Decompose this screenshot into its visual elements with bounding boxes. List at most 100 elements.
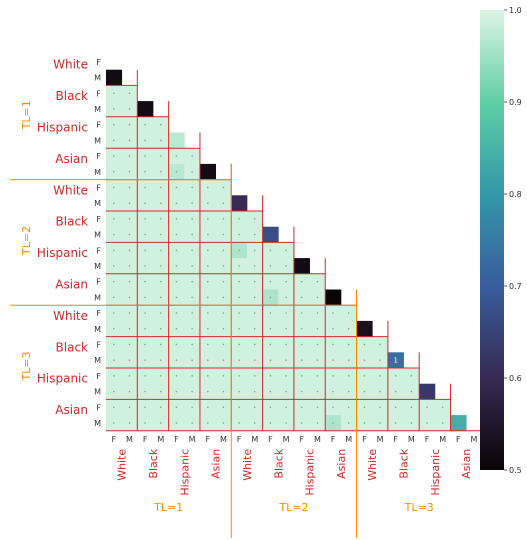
cell-dot <box>113 155 115 157</box>
cell-dot <box>332 422 334 424</box>
cell-dot <box>113 249 115 252</box>
cell-dot <box>191 202 193 204</box>
cell-dot <box>144 343 146 346</box>
cell-dot <box>128 359 131 361</box>
cell-dot <box>175 422 178 424</box>
x-race-label: Asian <box>335 449 348 479</box>
y-race-label: Hispanic <box>37 121 88 135</box>
y-sex-label: F <box>96 403 101 412</box>
cell-dot <box>206 218 209 220</box>
heatmap-cell <box>419 383 436 400</box>
cell-dot <box>144 312 146 314</box>
cell-dot <box>128 170 131 173</box>
cell-dot <box>300 390 303 393</box>
cell-dot <box>253 233 256 236</box>
cell-dot <box>347 359 350 361</box>
cell-dot <box>175 202 178 204</box>
x-sex-label: F <box>362 435 367 444</box>
cell-dot <box>144 327 146 330</box>
cell-dot <box>316 312 319 314</box>
cell-dot <box>191 406 193 409</box>
cell-dot <box>300 422 303 424</box>
cell-dot <box>144 202 146 204</box>
cell-dot <box>191 375 193 377</box>
x-race-label: White <box>116 449 129 481</box>
cell-dot <box>238 343 240 346</box>
x-sex-label: M <box>189 435 196 444</box>
cell-dot <box>316 406 319 409</box>
cell-dot <box>300 327 303 330</box>
cell-dot <box>144 139 146 142</box>
colorbar-tick-label: 0.5 <box>509 466 522 475</box>
x-sex-label: F <box>205 435 210 444</box>
cell-dot <box>175 390 178 393</box>
heatmap-cell <box>356 320 373 337</box>
cell-dot <box>300 406 303 409</box>
cell-dot <box>191 343 193 346</box>
cell-dot <box>316 343 319 346</box>
cell-dot <box>347 406 350 409</box>
y-race-label: Black <box>56 89 89 103</box>
cell-dot <box>253 359 256 361</box>
cell-dot <box>269 312 272 314</box>
cell-dot <box>206 390 209 393</box>
cell-dot <box>269 280 272 283</box>
cell-dot <box>113 108 115 110</box>
cell-dot <box>253 422 256 424</box>
cell-dot <box>300 296 303 299</box>
cell-dot <box>128 139 131 142</box>
cell-dot <box>144 375 146 377</box>
cell-dot <box>128 375 131 377</box>
cell-dot <box>379 375 381 377</box>
cell-dot <box>347 422 350 424</box>
cell-dot <box>191 170 193 173</box>
cell-dot <box>316 390 319 393</box>
cell-dot <box>238 406 240 409</box>
x-race-label: Black <box>398 448 411 478</box>
cell-dot <box>332 375 334 377</box>
x-group-label: TL=3 <box>404 501 434 514</box>
cell-dot <box>191 359 193 361</box>
y-sex-label: M <box>94 231 101 240</box>
y-race-label: Asian <box>55 403 88 417</box>
cell-dot <box>191 265 193 267</box>
cell-dot <box>269 343 272 346</box>
cell-dot <box>175 186 178 189</box>
cell-dot <box>222 249 225 252</box>
cell-dot <box>363 406 366 409</box>
x-sex-label: M <box>157 435 164 444</box>
cell-dot <box>175 359 178 361</box>
cell-dot <box>332 390 334 393</box>
cell-dot <box>206 202 209 204</box>
cell-dot <box>222 359 225 361</box>
cell-dot <box>160 123 162 126</box>
cell-dot <box>128 390 131 393</box>
cell-dot <box>347 343 350 346</box>
cell-dot <box>144 422 146 424</box>
cell-dot <box>160 218 162 220</box>
cell-dot <box>160 343 162 346</box>
cell-dot <box>191 280 193 283</box>
x-sex-label: F <box>456 435 461 444</box>
colorbar-tick-label: 1.0 <box>509 6 522 15</box>
cell-dot <box>222 375 225 377</box>
cell-dot <box>269 249 272 252</box>
x-sex-label: F <box>299 435 304 444</box>
cell-dot <box>222 327 225 330</box>
cell-dot <box>160 359 162 361</box>
cell-dot <box>160 406 162 409</box>
cell-dot <box>144 265 146 267</box>
cell-dot <box>363 359 366 361</box>
cell-dot <box>160 170 162 173</box>
cell-dot <box>191 422 193 424</box>
x-sex-label: F <box>393 435 398 444</box>
cell-dot <box>238 422 240 424</box>
cell-dot <box>253 343 256 346</box>
cell-dot <box>113 123 115 126</box>
cell-dot <box>206 265 209 267</box>
cell-dot <box>175 312 178 314</box>
cell-dot <box>144 359 146 361</box>
cell-dot <box>113 312 115 314</box>
heatmap-cell <box>450 415 467 432</box>
cell-dot <box>113 139 115 142</box>
